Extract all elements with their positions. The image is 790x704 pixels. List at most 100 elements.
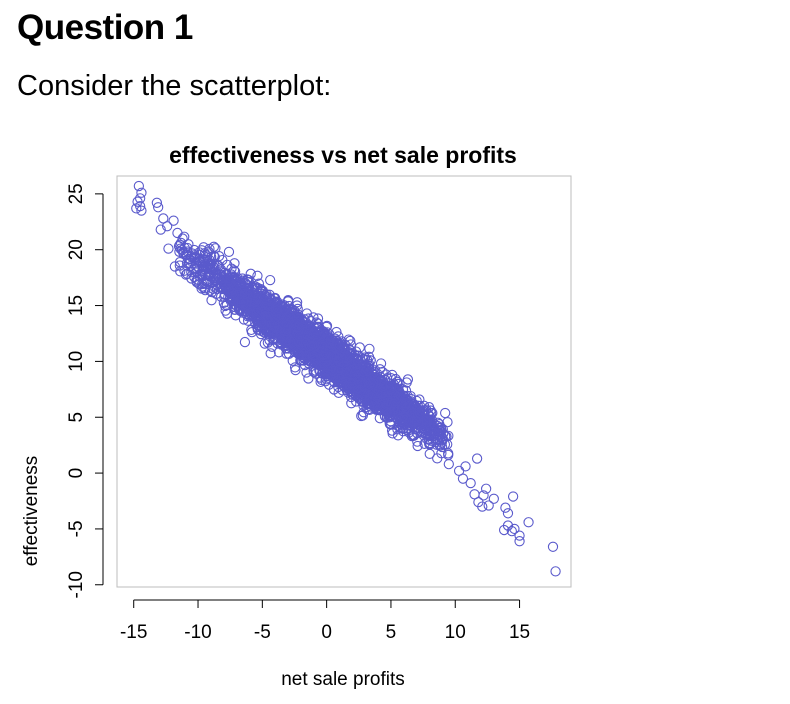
data-point <box>189 263 200 275</box>
data-point <box>292 327 304 338</box>
data-point <box>349 357 360 369</box>
data-point <box>325 363 337 374</box>
data-point <box>291 322 303 334</box>
data-point <box>488 493 499 504</box>
data-point <box>199 269 211 280</box>
data-point <box>134 193 146 204</box>
data-point <box>443 458 454 470</box>
data-point <box>385 373 397 384</box>
data-point <box>252 312 263 324</box>
data-point <box>292 303 303 315</box>
data-point <box>381 406 392 418</box>
data-point <box>349 363 361 374</box>
data-point <box>457 473 469 484</box>
data-point <box>436 441 448 453</box>
data-point <box>389 395 400 407</box>
data-point <box>281 334 292 346</box>
data-point <box>385 383 397 394</box>
data-point <box>333 364 345 376</box>
data-point <box>286 305 297 316</box>
data-point <box>341 365 352 376</box>
data-point <box>550 566 561 577</box>
data-point <box>250 295 262 306</box>
data-point <box>303 373 314 384</box>
y-tick-label: 20 <box>66 239 87 260</box>
data-point <box>238 295 249 306</box>
data-point <box>133 180 145 192</box>
data-point <box>352 391 363 403</box>
x-axis-title: net sale profits <box>281 669 405 690</box>
data-point <box>424 439 435 450</box>
data-point <box>177 233 188 244</box>
data-point <box>477 501 488 512</box>
y-tick-label: 25 <box>66 183 87 204</box>
data-point <box>213 250 225 262</box>
data-point <box>372 400 384 411</box>
data-point <box>362 354 373 366</box>
data-point <box>136 205 147 216</box>
data-point <box>365 398 376 409</box>
data-point <box>414 407 425 418</box>
data-point <box>334 339 345 350</box>
data-point <box>131 203 142 214</box>
data-point <box>305 316 316 327</box>
y-tick-label: 15 <box>66 295 87 316</box>
data-point <box>196 283 207 294</box>
data-point <box>300 332 311 344</box>
data-point <box>204 243 215 255</box>
data-point <box>317 341 328 353</box>
data-point <box>333 387 344 399</box>
data-point <box>507 491 519 502</box>
x-tick-label: 10 <box>445 622 466 643</box>
x-tick-label: 5 <box>386 622 397 643</box>
data-point <box>374 413 385 424</box>
data-point <box>307 351 318 362</box>
data-point <box>478 490 489 501</box>
data-point <box>264 335 275 346</box>
data-point <box>301 367 312 378</box>
data-point <box>220 305 231 316</box>
data-point <box>409 414 420 426</box>
data-point <box>198 242 209 253</box>
x-tick-label: -15 <box>120 622 147 643</box>
data-point <box>339 339 351 350</box>
data-point <box>425 405 436 416</box>
data-point <box>300 337 312 348</box>
data-point <box>407 430 418 441</box>
data-point <box>291 316 302 328</box>
data-point <box>245 285 256 296</box>
data-point <box>436 437 447 448</box>
data-point <box>271 323 282 334</box>
y-tick-label: -10 <box>66 571 87 598</box>
data-point <box>339 370 350 381</box>
data-point <box>400 397 411 409</box>
data-point <box>224 283 235 294</box>
data-point <box>162 221 173 232</box>
question-prompt: Consider the scatterplot: <box>17 70 332 102</box>
data-point <box>443 448 454 459</box>
y-tick-label: 5 <box>66 412 87 423</box>
data-point <box>181 268 193 279</box>
data-point <box>431 424 443 436</box>
data-point <box>502 508 514 519</box>
scatterplot: effectiveness vs net sale profits -15 -10… <box>21 142 572 690</box>
data-point <box>199 255 210 266</box>
data-point <box>255 284 267 295</box>
data-point <box>394 378 405 389</box>
data-point <box>329 337 340 348</box>
data-point <box>169 261 181 272</box>
data-point <box>279 304 290 315</box>
data-point <box>427 407 438 419</box>
question-title: Question 1 <box>17 8 193 47</box>
data-point <box>523 517 534 528</box>
data-point <box>204 254 215 265</box>
data-point <box>232 289 243 301</box>
data-point <box>259 301 270 313</box>
data-point <box>514 530 525 541</box>
data-point <box>219 300 231 312</box>
data-point <box>263 311 274 323</box>
data-point <box>223 246 235 258</box>
data-point <box>440 407 451 419</box>
data-point <box>402 374 414 385</box>
y-tick-label: 10 <box>66 351 87 372</box>
